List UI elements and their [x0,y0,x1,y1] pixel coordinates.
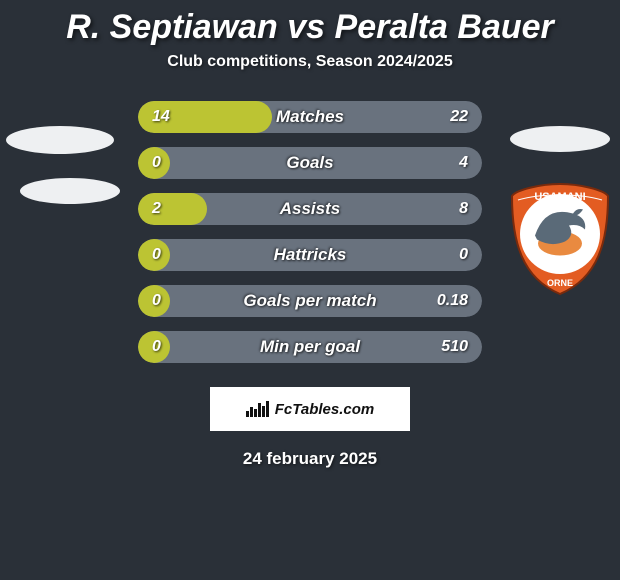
bars-icon [246,401,269,417]
footer-site-name: FcTables.com [275,401,374,418]
stat-bars-container: 1422Matches 04Goals 28Assists 00Hattricks 00… [0,101,620,363]
stat-bar: 00Hattricks [138,239,482,271]
stat-bar: 28Assists [138,193,482,225]
stat-bar: 0510Min per goal [138,331,482,363]
stat-bar: 1422Matches [138,101,482,133]
stat-bar: 04Goals [138,147,482,179]
stat-label: Goals per match [138,285,482,317]
footer-attribution: FcTables.com [210,387,410,431]
stat-label: Matches [138,101,482,133]
comparison-title: R. Septiawan vs Peralta Bauer [0,0,620,47]
stat-label: Assists [138,193,482,225]
stat-label: Min per goal [138,331,482,363]
comparison-subtitle: Club competitions, Season 2024/2025 [0,53,620,71]
footer-date: 24 february 2025 [0,449,620,469]
stat-label: Goals [138,147,482,179]
stat-label: Hattricks [138,239,482,271]
stat-bar: 00.18Goals per match [138,285,482,317]
